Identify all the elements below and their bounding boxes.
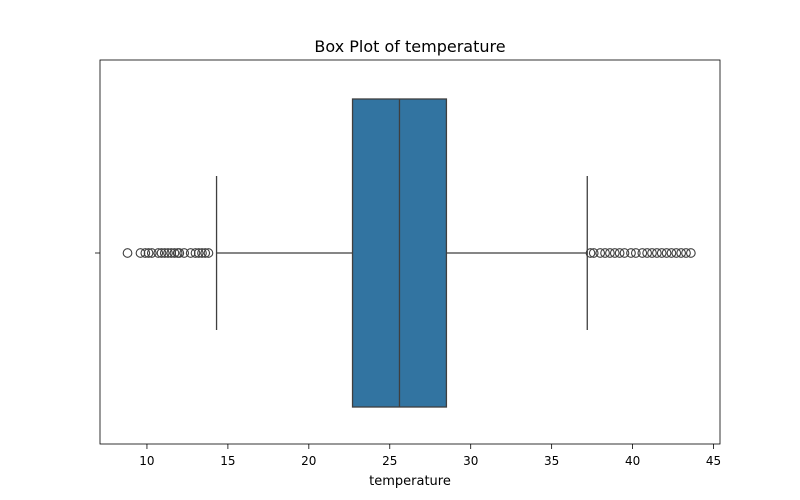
outlier-point <box>671 248 682 258</box>
outlier-point <box>179 248 190 258</box>
outlier-point <box>146 248 157 258</box>
x-tick-label: 45 <box>706 454 721 468</box>
outlier-point <box>153 248 164 258</box>
outlier-point <box>163 248 173 258</box>
outlier-point <box>588 248 599 258</box>
outlier-point <box>619 248 630 258</box>
outlier-point <box>626 248 636 258</box>
outliers <box>122 248 696 258</box>
outlier-point <box>200 248 211 258</box>
outlier-point <box>642 248 653 258</box>
x-axis-label: temperature <box>369 474 451 489</box>
whiskers <box>215 176 588 330</box>
x-axis: 10 15 20 25 30 35 40 45 <box>139 444 721 468</box>
outlier-point <box>135 248 146 258</box>
outlier-point <box>661 248 672 258</box>
outlier-point <box>600 248 610 258</box>
x-tick-label: 15 <box>220 454 235 468</box>
outlier-point <box>595 248 606 258</box>
outlier-point <box>185 248 196 258</box>
outlier-point <box>174 248 185 258</box>
outlier-point <box>156 248 167 258</box>
outlier-point <box>203 248 214 258</box>
outlier-point <box>630 248 641 258</box>
x-tick-label: 30 <box>463 454 478 468</box>
outlier-point <box>686 248 696 258</box>
outlier-point <box>140 248 151 258</box>
outlier-point <box>614 248 625 258</box>
outlier-point <box>666 248 677 258</box>
outlier-point <box>585 248 596 258</box>
outlier-point <box>159 248 170 258</box>
outlier-point <box>197 248 207 258</box>
outlier-point <box>609 248 620 258</box>
plot-area-frame <box>99 59 721 445</box>
outlier-point <box>143 248 154 258</box>
outlier-point <box>656 248 667 258</box>
chart-title: Box Plot of temperature <box>314 37 505 56</box>
outlier-point <box>676 248 686 258</box>
outlier-point <box>605 248 615 258</box>
box <box>351 98 448 408</box>
outlier-point <box>190 248 201 258</box>
outlier-point <box>652 248 662 258</box>
outlier-point <box>122 248 133 258</box>
x-tick-label: 35 <box>544 454 559 468</box>
outlier-point <box>169 248 180 258</box>
outlier-point <box>637 248 648 258</box>
x-tick-label: 40 <box>625 454 640 468</box>
x-tick-label: 25 <box>382 454 397 468</box>
outlier-point <box>647 248 657 258</box>
outlier-point <box>681 248 691 258</box>
x-tick-label: 10 <box>139 454 154 468</box>
outlier-point <box>193 248 204 258</box>
x-tick-label: 20 <box>301 454 316 468</box>
